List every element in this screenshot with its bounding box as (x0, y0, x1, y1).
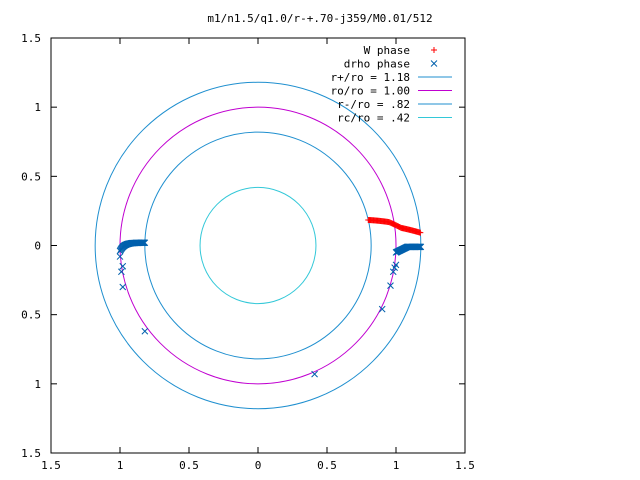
legend-entry: drho phase (344, 58, 438, 71)
y-tick-label: 1.5 (21, 447, 41, 460)
x-tick-label: 0 (255, 459, 262, 472)
legend-label: r-/ro = .82 (337, 98, 410, 111)
drho-phase-point (118, 268, 125, 276)
drho-phase-point (311, 370, 318, 378)
y-tick-label: 1 (34, 378, 41, 391)
legend-label: drho phase (344, 58, 410, 71)
y-tick-label: 1 (34, 101, 41, 114)
y-tick-label: 0 (34, 240, 41, 253)
legend-label: ro/ro = 1.00 (331, 85, 410, 98)
legend-entry: rc/ro = .42 (337, 112, 452, 125)
drho-phase-point (116, 253, 124, 260)
data-points (116, 216, 425, 378)
circle-0.82 (144, 131, 372, 360)
circle-1 (119, 106, 397, 385)
drho-phase-point (141, 327, 149, 335)
x-tick-label: 0.5 (317, 459, 337, 472)
circle-0.42 (199, 186, 317, 305)
legend-label: W phase (364, 44, 410, 57)
drho-phase-point (417, 243, 425, 251)
x-tick-label: 1.5 (41, 459, 61, 472)
drho-phase-point (119, 283, 127, 291)
axis-ticks: 1.5 1 0.5 0 0.5 1 1.51.510.500.511.5 (21, 32, 475, 472)
drho-phase-point (141, 239, 149, 247)
chart-title: m1/n1.5/q1.0/r-+.70-j359/M0.01/512 (207, 12, 432, 25)
legend-entry: ro/ro = 1.00 (331, 85, 452, 98)
x-tick-label: 1 (393, 459, 400, 472)
y-tick-label: 1.5 (21, 32, 41, 45)
legend-entry: r+/ro = 1.18 (331, 71, 452, 84)
drho-phase-point (119, 262, 127, 270)
drho-phase-point (389, 268, 397, 276)
legend-entry: W phase (364, 44, 437, 57)
drho-phase-point (378, 305, 386, 313)
drho-phase-point (392, 261, 400, 269)
x-tick-label: 0.5 (179, 459, 199, 472)
w-phase-point (417, 229, 424, 236)
x-tick-label: 1 (117, 459, 124, 472)
legend-label: rc/ro = .42 (337, 112, 410, 125)
legend-label: r+/ro = 1.18 (331, 71, 410, 84)
x-tick-label: 1.5 (455, 459, 475, 472)
y-tick-label: 0.5 (21, 170, 41, 183)
legend-entry: r-/ro = .82 (337, 98, 452, 111)
y-tick-label: 0.5 (21, 309, 41, 322)
drho-phase-point (387, 282, 394, 289)
